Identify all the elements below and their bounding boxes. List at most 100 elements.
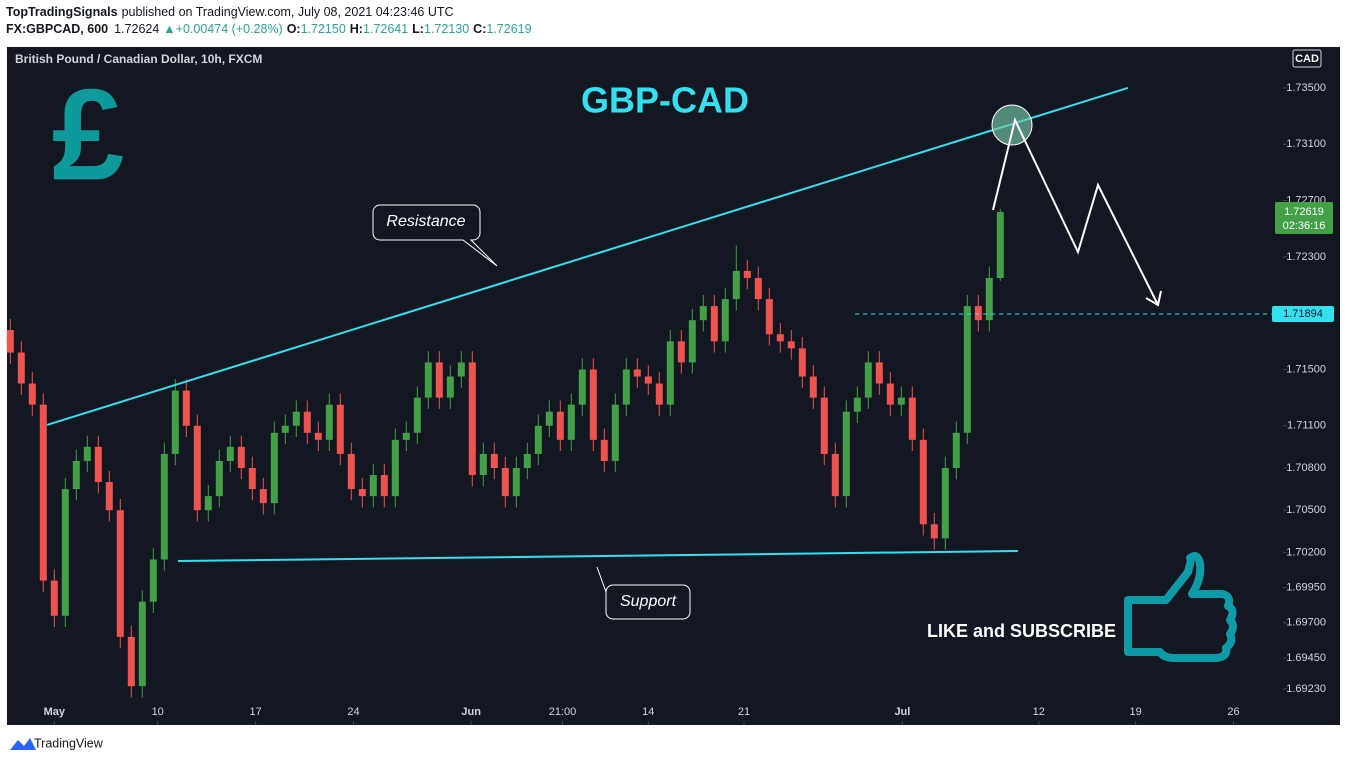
x-tick-label: 21:00 (549, 706, 577, 718)
candle-body (171, 390, 179, 454)
candle-body (468, 362, 476, 476)
pound-icon: £ (52, 61, 124, 207)
candle-body (50, 580, 58, 616)
candle-body (567, 404, 575, 440)
candle-body (160, 453, 168, 560)
candle-body (622, 369, 630, 405)
last: 1.72624 (114, 22, 159, 36)
candle-body (776, 334, 784, 342)
candle-body (446, 376, 454, 398)
candle-body (369, 475, 377, 497)
candle-body (611, 404, 619, 461)
candle-body (600, 439, 608, 461)
candle-body (919, 439, 927, 525)
author: TopTradingSignals (6, 5, 118, 19)
y-tick-label: 1.73500 (1286, 82, 1326, 94)
y-tick-label: 1.70800 (1286, 462, 1326, 474)
candle-body (710, 306, 718, 342)
brand: TradingView (34, 736, 104, 750)
x-tick-label: Jul (894, 706, 910, 718)
candle-body (985, 277, 993, 321)
x-tick-label: 24 (347, 706, 359, 718)
thumbs-up-icon (1124, 552, 1237, 662)
candle-body (633, 369, 641, 377)
candle-body (94, 446, 102, 483)
candle-body (655, 383, 663, 405)
candle-body (831, 453, 839, 497)
resistance-label: Resistance (386, 213, 465, 230)
candle-body (237, 446, 245, 468)
candle-body (138, 601, 146, 687)
brand-logo (10, 738, 36, 750)
candle-body (963, 306, 971, 433)
candle-body (358, 489, 366, 497)
ohlc-value: 1.72130 (424, 22, 469, 36)
candle-body (556, 411, 564, 440)
candle-body (820, 397, 828, 454)
x-tick-label: May (44, 706, 66, 718)
candle-body (512, 467, 520, 497)
resistance-callout (372, 204, 498, 267)
candle-body (853, 397, 861, 412)
candle-body (391, 439, 399, 497)
chart-subtitle: British Pound / Canadian Dollar, 10h, FX… (15, 52, 262, 66)
candle-body (292, 411, 300, 426)
plot: 1.735001.731001.727001.723001.715001.711… (6, 82, 1326, 725)
chart-title: GBP-CAD (581, 80, 749, 121)
candle-body (270, 432, 278, 504)
candle-body (699, 306, 707, 321)
candle-body (347, 453, 355, 490)
cta: LIKE and SUBSCRIBE (927, 621, 1116, 641)
candle-body (732, 270, 740, 300)
candle-body (17, 352, 25, 384)
x-tick-label: 17 (249, 706, 261, 718)
candle-body (182, 390, 190, 426)
y-tick-label: 1.69230 (1286, 683, 1326, 695)
candle-body (974, 306, 982, 321)
candle-body (842, 411, 850, 497)
candle-body (127, 636, 135, 687)
y-tick-label: 1.71500 (1286, 363, 1326, 375)
target-label-box (1272, 306, 1334, 323)
ohlc-key: H: (350, 22, 363, 36)
x-tick-label: 21 (738, 706, 750, 718)
candle-body (380, 475, 388, 497)
candle-body (941, 467, 949, 539)
y-tick-label: 1.73100 (1286, 138, 1326, 150)
change: ▲+0.00474 (+0.28%) (163, 22, 282, 36)
ohlc-value: 1.72150 (301, 22, 346, 36)
published: published on TradingView.com, July 08, 2… (122, 5, 454, 19)
x-tick-label: 12 (1033, 706, 1045, 718)
candle-body (908, 397, 916, 440)
candle-body (303, 411, 311, 433)
candle-body (479, 453, 487, 476)
y-tick-label: 1.69950 (1286, 582, 1326, 594)
candle-body (688, 320, 696, 363)
highlight-circle (991, 104, 1033, 146)
x-tick-label: 19 (1129, 706, 1141, 718)
candle-body (149, 559, 157, 602)
y-tick-label: 1.72300 (1286, 251, 1326, 263)
support-line (178, 550, 1018, 563)
header-line-2: FX:GBPCAD, 600 1.72624 ▲+0.00474 (+0.28%) O… (6, 22, 532, 36)
candle-body (226, 446, 234, 461)
candle-body (875, 362, 883, 384)
candle-body (666, 341, 674, 405)
x-tick-label: 14 (642, 706, 654, 718)
candle-body (930, 524, 938, 539)
candle-body (578, 369, 586, 405)
candle-body (677, 341, 685, 363)
ohlc-key: C: (473, 22, 486, 36)
ohlc-value: 1.72641 (363, 22, 408, 36)
candle-body (787, 341, 795, 349)
candle-body (215, 460, 223, 497)
candle-body (314, 432, 322, 440)
candle-body (424, 362, 432, 398)
currency: CAD (1295, 53, 1319, 65)
candle-body (996, 211, 1004, 278)
projection-path (992, 117, 1159, 306)
candle-body (72, 460, 80, 490)
y-tick-label: 1.69450 (1286, 652, 1326, 664)
candle-body (490, 453, 498, 468)
